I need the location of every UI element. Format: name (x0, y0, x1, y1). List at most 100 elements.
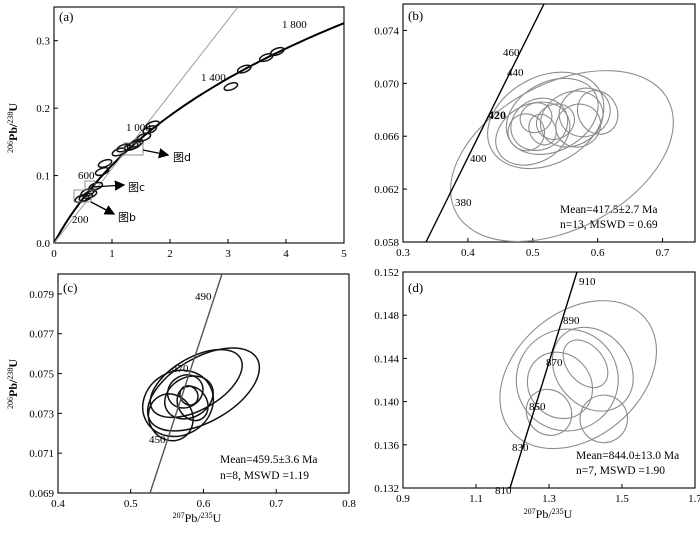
panel-c-ellipses (141, 347, 261, 442)
panel-d-age-810: 810 (495, 485, 512, 497)
panel-d-ellipse (499, 300, 658, 450)
panel-d-age-850: 850 (529, 401, 546, 413)
panel-c-xtick-label: 0.4 (51, 498, 65, 510)
panel-c-age-490: 490 (195, 291, 212, 303)
panel-a-label: (a) (59, 9, 73, 24)
panel-d-xtick-label: 1.7 (688, 493, 700, 505)
panel-a-arrow-label-d: 图d (173, 151, 191, 164)
panel-b-xtick-label: 0.6 (591, 247, 605, 259)
panel-c-ytick-label: 0.073 (29, 408, 54, 420)
panel-c-ellipse (166, 374, 204, 409)
panel-a-frame (53, 6, 345, 244)
panel-d-ellipse (579, 394, 629, 444)
panel-a-xtick-label: 2 (167, 248, 173, 260)
panel-b-ellipse (450, 70, 674, 243)
panel-a-ytick-label: 0.0 (36, 238, 50, 250)
panel-c-age-470: 470 (172, 363, 189, 375)
panel-c-xtick-label: 0.8 (342, 498, 356, 510)
panel-d-label: (d) (408, 280, 423, 295)
panel-b-age-420: 420 (488, 108, 506, 122)
panel-a-ticks: 0 1 2 3 4 5 0.0 0.1 0.2 0.3 (36, 36, 347, 260)
panel-c-ellipse (164, 375, 214, 420)
panel-d-xtick-label: 1.5 (615, 493, 629, 505)
panel-a-age-200: 200 (72, 214, 89, 226)
panel-d-ytick-label: 0.132 (374, 483, 399, 495)
panel-b-n-mswd: n=13, MSWD = 0.69 (560, 219, 658, 231)
panel-a-ellipse (236, 64, 252, 74)
panel-a-box-b (73, 189, 92, 203)
panel-d: (d) 0.9 1.1 1.3 1.5 1.70.1320.1360.1400.1440… (374, 267, 700, 521)
panel-d-xtick-label: 1.1 (469, 493, 483, 505)
panel-b-ticks: 0.3 0.4 0.5 0.6 0.7 0.058 0.062 0.066 0.070 0.074 (374, 25, 670, 259)
panel-c-ytick-label: 0.075 (29, 369, 54, 381)
panel-b-ellipse (519, 102, 553, 134)
panel-c-ellipse (176, 385, 209, 422)
panel-b-mean: Mean=417.5±2.7 Ma (560, 204, 657, 216)
panel-b-ytick-label: 0.058 (374, 237, 399, 249)
panel-a-ellipses (74, 46, 285, 204)
panel-b-ytick-label: 0.066 (374, 131, 399, 143)
panel-c-ytick-label: 0.079 (29, 289, 54, 301)
panel-a-box-d (123, 142, 144, 156)
panel-c: (c) 0.4 0.5 0.6 0.7 0.80.0690.0710.0730.0750… (6, 273, 356, 525)
panel-d-ellipse (525, 388, 573, 436)
panel-c-ylabel-text: 206Pb/238U (6, 359, 20, 409)
panel-b-xtick-label: 0.4 (461, 247, 475, 259)
panel-b-xtick-label: 0.3 (396, 247, 410, 259)
panel-d-ellipse (515, 328, 619, 432)
panel-c-ytick-label: 0.077 (29, 329, 54, 341)
panel-d-mean: Mean=844.0±13.0 Ma (576, 450, 679, 462)
panel-a-ellipse (145, 120, 161, 130)
panel-c-xlabel: 207Pb/235U (173, 511, 222, 525)
panel-b-frame (402, 3, 696, 243)
panel-c-ylabel: 206Pb/238U (6, 359, 20, 409)
panel-d-ytick-label: 0.136 (374, 440, 399, 452)
panel-d-ytick-label: 0.152 (374, 267, 399, 279)
panel-d-ellipse (551, 326, 634, 412)
panel-a-ellipse (97, 158, 113, 169)
panel-a-age-600: 600 (78, 170, 95, 182)
panel-b-ellipse (528, 113, 557, 146)
panel-d-age-830: 830 (512, 442, 529, 454)
panel-a-arrow-b (90, 201, 116, 215)
panel-a-age-1400: 1 400 (201, 72, 226, 84)
panel-c-ellipse (146, 347, 261, 432)
panel-c-ellipse (179, 385, 199, 406)
panel-a-ellipse (136, 132, 152, 142)
panel-c-concordia-curve (149, 273, 223, 494)
panel-b-xtick-label: 0.7 (656, 247, 670, 259)
panel-a-xtick-label: 3 (225, 248, 231, 260)
panel-a-ytick-label: 0.2 (36, 103, 50, 115)
panel-c-ticks: 0.4 0.5 0.6 0.7 0.8 0.069 0.071 0.073 0.075 0.077… (29, 289, 356, 510)
panel-a-ellipse (269, 46, 285, 57)
panel-a-ylabel-text: 206Pb/238U (6, 103, 20, 153)
panel-a-xtick-label: 1 (109, 248, 115, 260)
panel-a-age-1800: 1 800 (282, 19, 307, 31)
panel-d-age-910: 910 (579, 276, 596, 288)
panel-b-ytick-label: 0.062 (374, 184, 399, 196)
panel-c-ytick-label: 0.071 (29, 448, 54, 460)
panel-b-label: (b) (408, 8, 423, 23)
panel-d-xtick-label: 0.9 (396, 493, 410, 505)
panel-a-ellipse (94, 166, 110, 177)
panel-c-n-mswd: n=8, MSWD =1.19 (220, 470, 309, 482)
panel-c-ellipse (147, 393, 194, 442)
panel-d-ellipse (562, 339, 609, 389)
panel-c-ellipse (149, 348, 243, 419)
panel-a-arrow-c (92, 180, 126, 191)
panel-d-concordia-curve (509, 271, 578, 489)
panel-a-concordia-curve (53, 22, 345, 244)
panel-a-arrow-label-b: 图b (118, 211, 136, 224)
panel-b-age-460: 460 (503, 47, 520, 59)
panel-b-ytick-label: 0.074 (374, 25, 399, 37)
panel-c-age-450: 450 (149, 434, 166, 446)
panel-d-xtick-label: 1.3 (542, 493, 556, 505)
panel-b: (b) 0.3 0.4 0.5 0.6 0.70.0580.0620.0660.0700… (374, 3, 696, 259)
panel-b-ellipse (576, 90, 619, 135)
panel-d-ticks: 0.9 1.1 1.3 1.5 1.7 0.132 0.136 0.140 0.144 0.148… (374, 267, 700, 505)
panel-a-ellipse (223, 81, 239, 92)
panel-a-xtick-label: 5 (341, 248, 347, 260)
panel-b-ellipses (450, 70, 674, 243)
panel-a-xtick-label: 0 (51, 248, 57, 260)
panel-a: (a) 0 1 2 3 4 5 0.0 0.1 0.2 0.3 206Pb/238U 200 60… (6, 6, 347, 260)
